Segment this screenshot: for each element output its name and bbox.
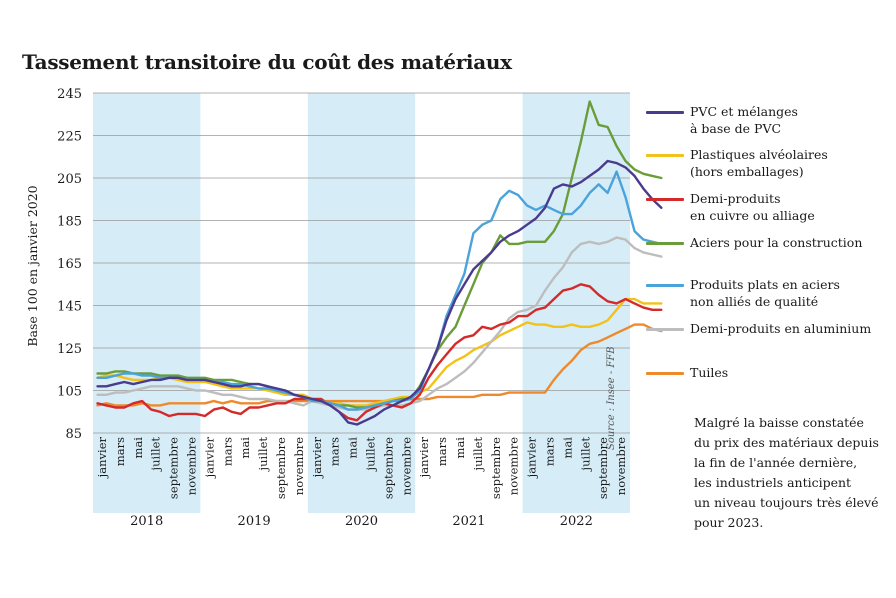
x-tick-label: janvier	[525, 437, 539, 480]
y-tick-label: 205	[57, 172, 82, 187]
x-tick-label: janvier	[310, 437, 324, 480]
x-tick-label: novembre	[292, 437, 306, 495]
x-tick-label: novembre	[614, 437, 628, 495]
chart-title: Tassement transitoire du coût des matéri…	[22, 50, 512, 74]
grid-lines	[93, 92, 630, 434]
legend-label: Demi-produits en aluminium	[690, 321, 872, 336]
legend-label: Demi-produits en cuivre ou alliage	[690, 191, 815, 223]
y-tick-label: 145	[57, 300, 82, 315]
legend-swatch	[646, 198, 684, 201]
x-tick-label: juillet	[578, 437, 592, 473]
series-line-0	[96, 159, 663, 426]
x-tick-label: janvier	[417, 437, 431, 480]
x-tick-label: mars	[542, 437, 556, 466]
year-band-2020	[307, 93, 416, 513]
y-tick-label: 125	[57, 342, 82, 357]
x-tick-label: mars	[113, 437, 127, 466]
x-tick-label: juillet	[256, 437, 270, 473]
year-band-2018	[93, 93, 201, 513]
x-tick-label: mars	[435, 437, 449, 466]
x-tick-label: juillet	[471, 437, 485, 473]
x-tick-label: mai	[453, 437, 467, 459]
legend-label: Plastiques alvéolaires (hors emballages)	[690, 147, 828, 179]
x-tick-label: juillet	[363, 437, 377, 473]
x-tick-label: juillet	[149, 437, 163, 473]
x-tick-label: janvier	[202, 437, 216, 480]
y-tick-label: 165	[57, 257, 82, 272]
x-tick-label: janvier	[95, 437, 109, 480]
x-tick-label: mai	[131, 437, 145, 459]
legend-swatch	[646, 111, 684, 114]
y-tick-label: 85	[65, 427, 82, 442]
x-tick-label: novembre	[507, 437, 521, 495]
legend-label: Produits plats en aciers non alliés de q…	[690, 277, 840, 309]
x-tick-label: septembre	[596, 437, 610, 499]
x-tick-label: septembre	[274, 437, 288, 499]
series-lines	[96, 100, 663, 426]
legend-swatch	[646, 328, 684, 331]
year-label: 2018	[130, 514, 163, 529]
x-tick-label: novembre	[184, 437, 198, 495]
legend-swatch	[646, 284, 684, 287]
source-note: Source : Insee - FFB	[606, 346, 617, 450]
x-tick-label: mars	[328, 437, 342, 466]
y-tick-label: 225	[57, 130, 82, 145]
x-axis-ticks: janvier mars mai juillet septembre novembre ja…	[95, 437, 628, 500]
year-label: 2020	[345, 514, 378, 529]
year-label: 2022	[560, 514, 593, 529]
y-tick-label: 105	[57, 385, 82, 400]
y-tick-label: 185	[57, 215, 82, 230]
x-tick-label: mai	[346, 437, 360, 459]
legend-label: PVC et mélanges à base de PVC	[690, 104, 798, 136]
x-tick-label: mai	[560, 437, 574, 459]
legend-label: Tuiles	[690, 365, 729, 380]
year-label: 2019	[238, 514, 271, 529]
y-tick-label: 245	[57, 87, 82, 102]
y-axis-label: Base 100 en janvier 2020	[25, 185, 40, 346]
x-tick-label: novembre	[399, 437, 413, 495]
year-labels: 2018 2019 2020 2021 2022	[130, 514, 593, 529]
legend-swatch	[646, 372, 684, 375]
annotation-note: Malgré la baisse constatée du prix des m…	[694, 415, 879, 530]
x-tick-label: mars	[220, 437, 234, 466]
legend-swatch	[646, 154, 684, 157]
series-line-1	[96, 297, 663, 407]
y-axis-ticks: 245 225 205 185 165 145 125 105 85	[57, 87, 82, 442]
legend-label: Aciers pour la construction	[690, 235, 863, 250]
x-tick-label: septembre	[167, 437, 181, 499]
x-tick-label: septembre	[489, 437, 503, 499]
year-label: 2021	[452, 514, 485, 529]
x-tick-label: mai	[238, 437, 252, 459]
x-tick-label: septembre	[381, 437, 395, 499]
legend-swatch	[646, 242, 684, 245]
